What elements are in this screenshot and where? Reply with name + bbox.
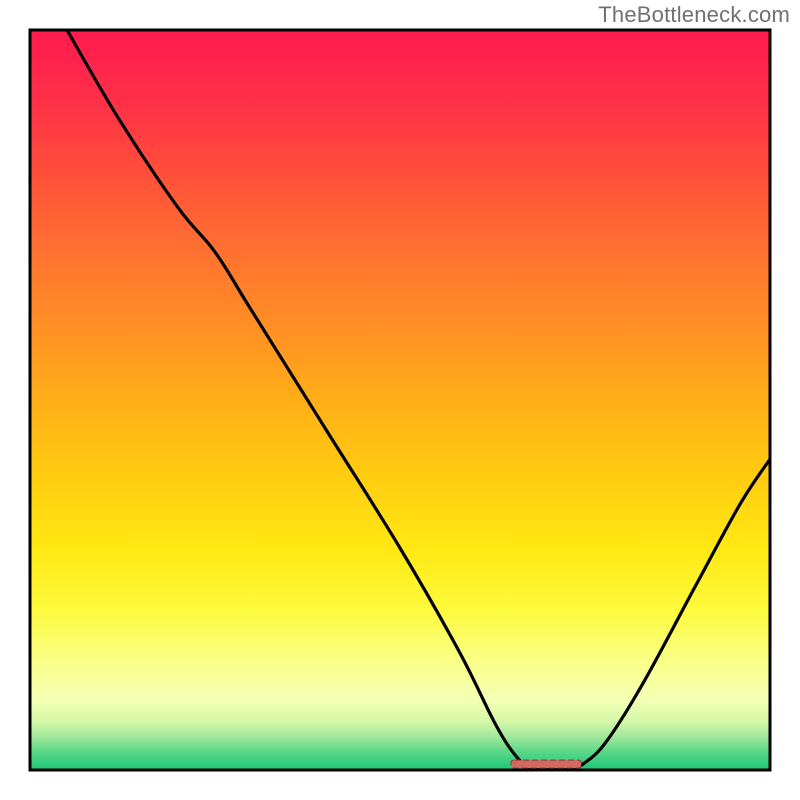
bottleneck-chart [0,0,800,800]
optimal-range-marker [511,760,581,768]
plot-area [30,30,770,770]
chart-container: TheBottleneck.com [0,0,800,800]
plot-background [30,30,770,770]
watermark-label: TheBottleneck.com [598,2,790,28]
